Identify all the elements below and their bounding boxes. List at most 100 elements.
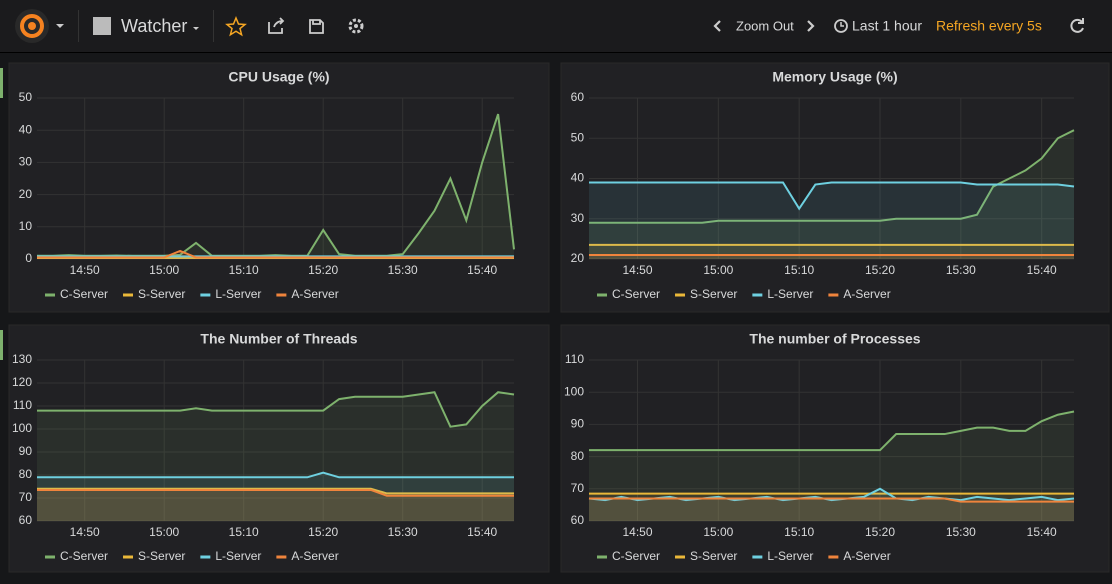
panel-title: The number of Processes: [749, 331, 920, 347]
star-button[interactable]: [225, 16, 247, 37]
x-tick-label: 14:50: [622, 263, 652, 277]
clock-icon: [834, 19, 848, 33]
area-fill: [589, 130, 1074, 259]
x-tick-label: 15:20: [308, 525, 338, 539]
y-tick-label: 20: [571, 251, 585, 265]
legend-label: L-Server: [215, 549, 261, 563]
y-tick-label: 70: [571, 481, 585, 495]
y-tick-label: 100: [564, 384, 584, 398]
y-tick-label: 0: [25, 251, 32, 265]
x-tick-label: 15:00: [149, 263, 179, 277]
x-tick-label: 15:00: [703, 263, 733, 277]
series-line: [589, 129, 1075, 224]
row-marker: [0, 330, 3, 360]
panel: [8, 324, 550, 573]
top-bar: [0, 0, 1112, 52]
y-tick-label: 90: [571, 417, 585, 431]
area-fill: [37, 489, 514, 521]
area-fill: [589, 498, 1074, 521]
legend-label: C-Server: [60, 287, 108, 301]
series-line: [589, 410, 1075, 452]
y-tick-label: 80: [571, 449, 585, 463]
refresh-interval[interactable]: Refresh every 5s: [936, 18, 1042, 34]
logo[interactable]: [15, 9, 64, 43]
back-button[interactable]: [713, 20, 721, 32]
x-tick-label: 15:10: [229, 525, 259, 539]
legend-label: C-Server: [612, 549, 660, 563]
area-fill: [37, 472, 514, 521]
x-tick-label: 15:10: [229, 263, 259, 277]
x-tick-label: 15:00: [703, 525, 733, 539]
save-button[interactable]: [309, 19, 324, 34]
legend-label: L-Server: [767, 549, 813, 563]
y-tick-label: 20: [19, 187, 33, 201]
legend-label: S-Server: [690, 549, 737, 563]
panel: [8, 62, 550, 313]
row-marker: [0, 68, 3, 98]
series-line: [37, 391, 515, 428]
x-tick-label: 15:20: [308, 263, 338, 277]
area-fill: [589, 182, 1074, 259]
series-line: [588, 487, 1075, 502]
series-line: [37, 249, 514, 259]
legend-label: C-Server: [612, 287, 660, 301]
series-line: [37, 471, 514, 479]
y-tick-label: 40: [571, 171, 585, 185]
dashboard-name[interactable]: Watcher: [121, 16, 187, 36]
legend-label: A-Server: [843, 549, 890, 563]
legend-label: S-Server: [138, 549, 185, 563]
x-tick-label: 15:30: [946, 263, 976, 277]
series-line: [37, 487, 514, 495]
x-tick-label: 15:10: [784, 525, 814, 539]
x-tick-label: 14:50: [622, 525, 652, 539]
legend-label: A-Server: [291, 287, 338, 301]
x-tick-label: 14:50: [70, 263, 100, 277]
legend-label: C-Server: [60, 549, 108, 563]
panel-title: CPU Usage (%): [228, 69, 329, 85]
legend-label: S-Server: [690, 287, 737, 301]
refresh-button[interactable]: [1070, 18, 1084, 33]
area-fill: [37, 488, 514, 521]
separator: [78, 10, 79, 42]
area-fill: [37, 114, 514, 259]
x-tick-label: 15:20: [865, 525, 895, 539]
legend-label: A-Server: [843, 287, 890, 301]
y-tick-label: 40: [19, 122, 33, 136]
share-button[interactable]: [268, 17, 285, 34]
legend-label: L-Server: [215, 287, 261, 301]
y-tick-label: 10: [19, 219, 33, 233]
panel: [560, 62, 1110, 313]
y-tick-label: 60: [19, 513, 33, 527]
zoom-out[interactable]: Zoom Out: [736, 18, 794, 33]
y-tick-label: 110: [13, 398, 32, 412]
separator: [213, 10, 214, 42]
y-tick-label: 60: [571, 90, 585, 104]
x-tick-label: 15:20: [865, 263, 895, 277]
dashboard-picker[interactable]: Watcher: [93, 16, 199, 36]
legend-label: L-Server: [767, 287, 813, 301]
series-line: [37, 488, 514, 497]
panel-title: The Number of Threads: [200, 331, 357, 347]
y-tick-label: 60: [571, 513, 585, 527]
legend-label: S-Server: [138, 287, 185, 301]
y-tick-label: 30: [571, 211, 585, 225]
y-tick-label: 70: [19, 490, 33, 504]
y-tick-label: 120: [12, 375, 32, 389]
x-tick-label: 15:40: [467, 263, 497, 277]
y-tick-label: 130: [12, 352, 32, 366]
area-fill: [589, 254, 1074, 259]
x-tick-label: 15:40: [467, 525, 497, 539]
x-tick-label: 15:00: [149, 525, 179, 539]
time-range[interactable]: Last 1 hour: [852, 18, 922, 34]
x-tick-label: 15:30: [946, 525, 976, 539]
legend-label: A-Server: [291, 549, 338, 563]
area-fill: [589, 488, 1074, 521]
y-tick-label: 90: [19, 444, 33, 458]
forward-button[interactable]: [807, 20, 815, 32]
panel-title: Memory Usage (%): [772, 69, 897, 85]
y-tick-label: 50: [19, 90, 33, 104]
x-tick-label: 15:10: [784, 263, 814, 277]
settings-button[interactable]: [348, 18, 364, 34]
